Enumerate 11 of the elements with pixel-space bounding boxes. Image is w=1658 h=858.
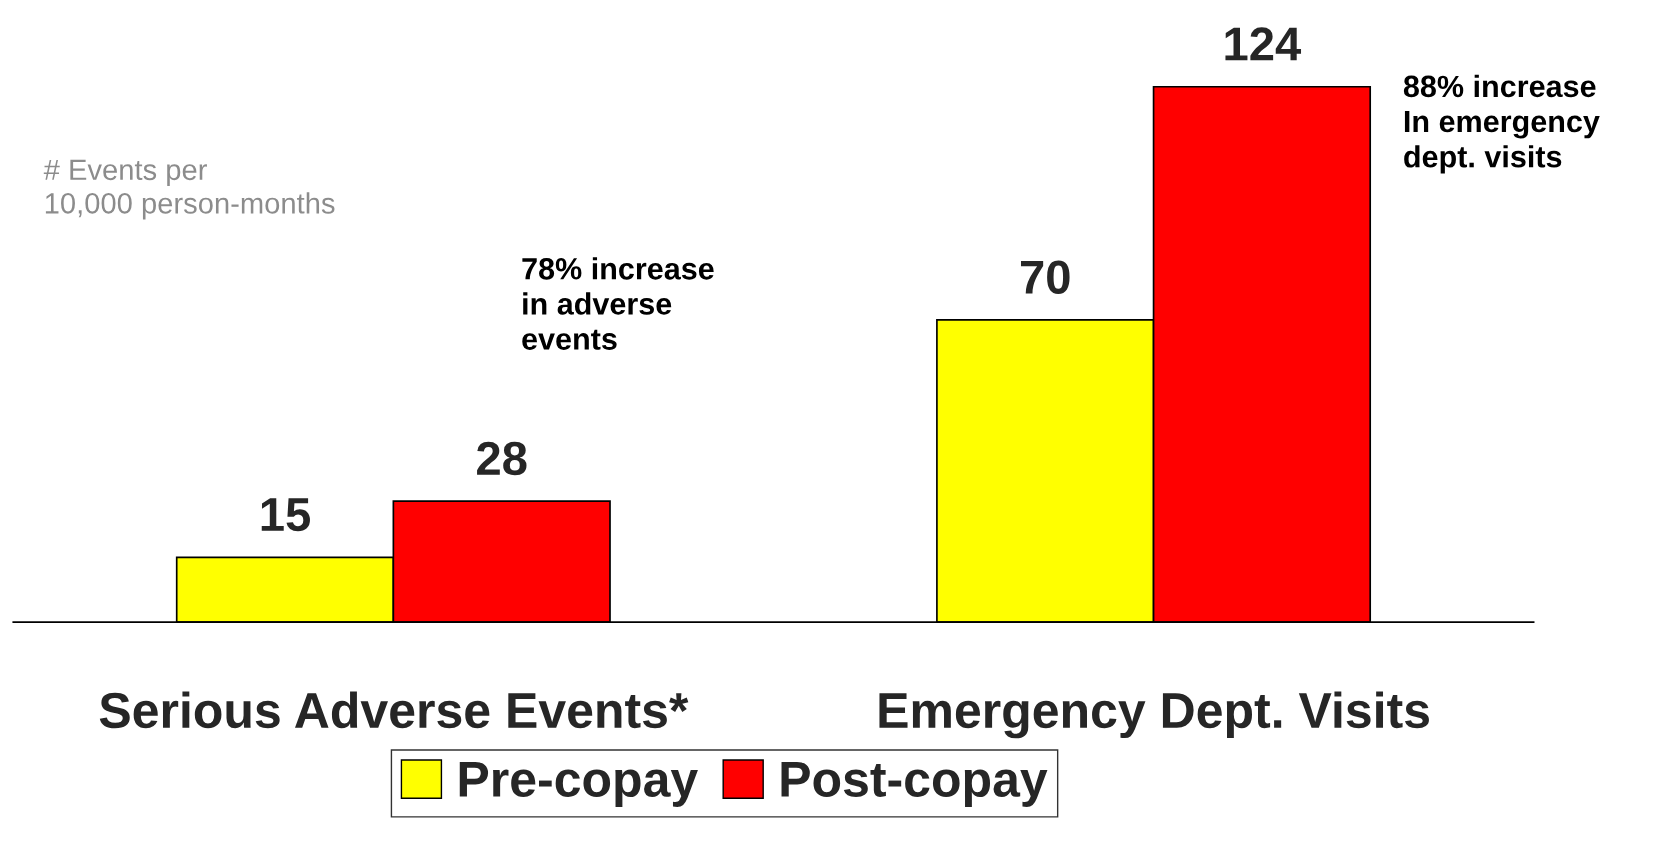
- data-label: 28: [477, 441, 527, 476]
- data-label: 70: [1021, 260, 1070, 294]
- legend-label: Post-copay: [781, 762, 1048, 807]
- x-tick-label: Serious Adverse Events*: [99, 691, 689, 729]
- annotation: 78% increase in adverse events: [522, 257, 714, 350]
- x-tick-label: Emergency Dept. Visits: [879, 691, 1429, 739]
- annotation: 88% increase In emergency dept. visits: [1403, 74, 1600, 174]
- data-label: 124: [1225, 27, 1302, 61]
- annotation: # Events per 10,000 person-months: [43, 159, 335, 220]
- data-label: 15: [261, 498, 310, 532]
- legend-label: Pre-copay: [459, 762, 698, 807]
